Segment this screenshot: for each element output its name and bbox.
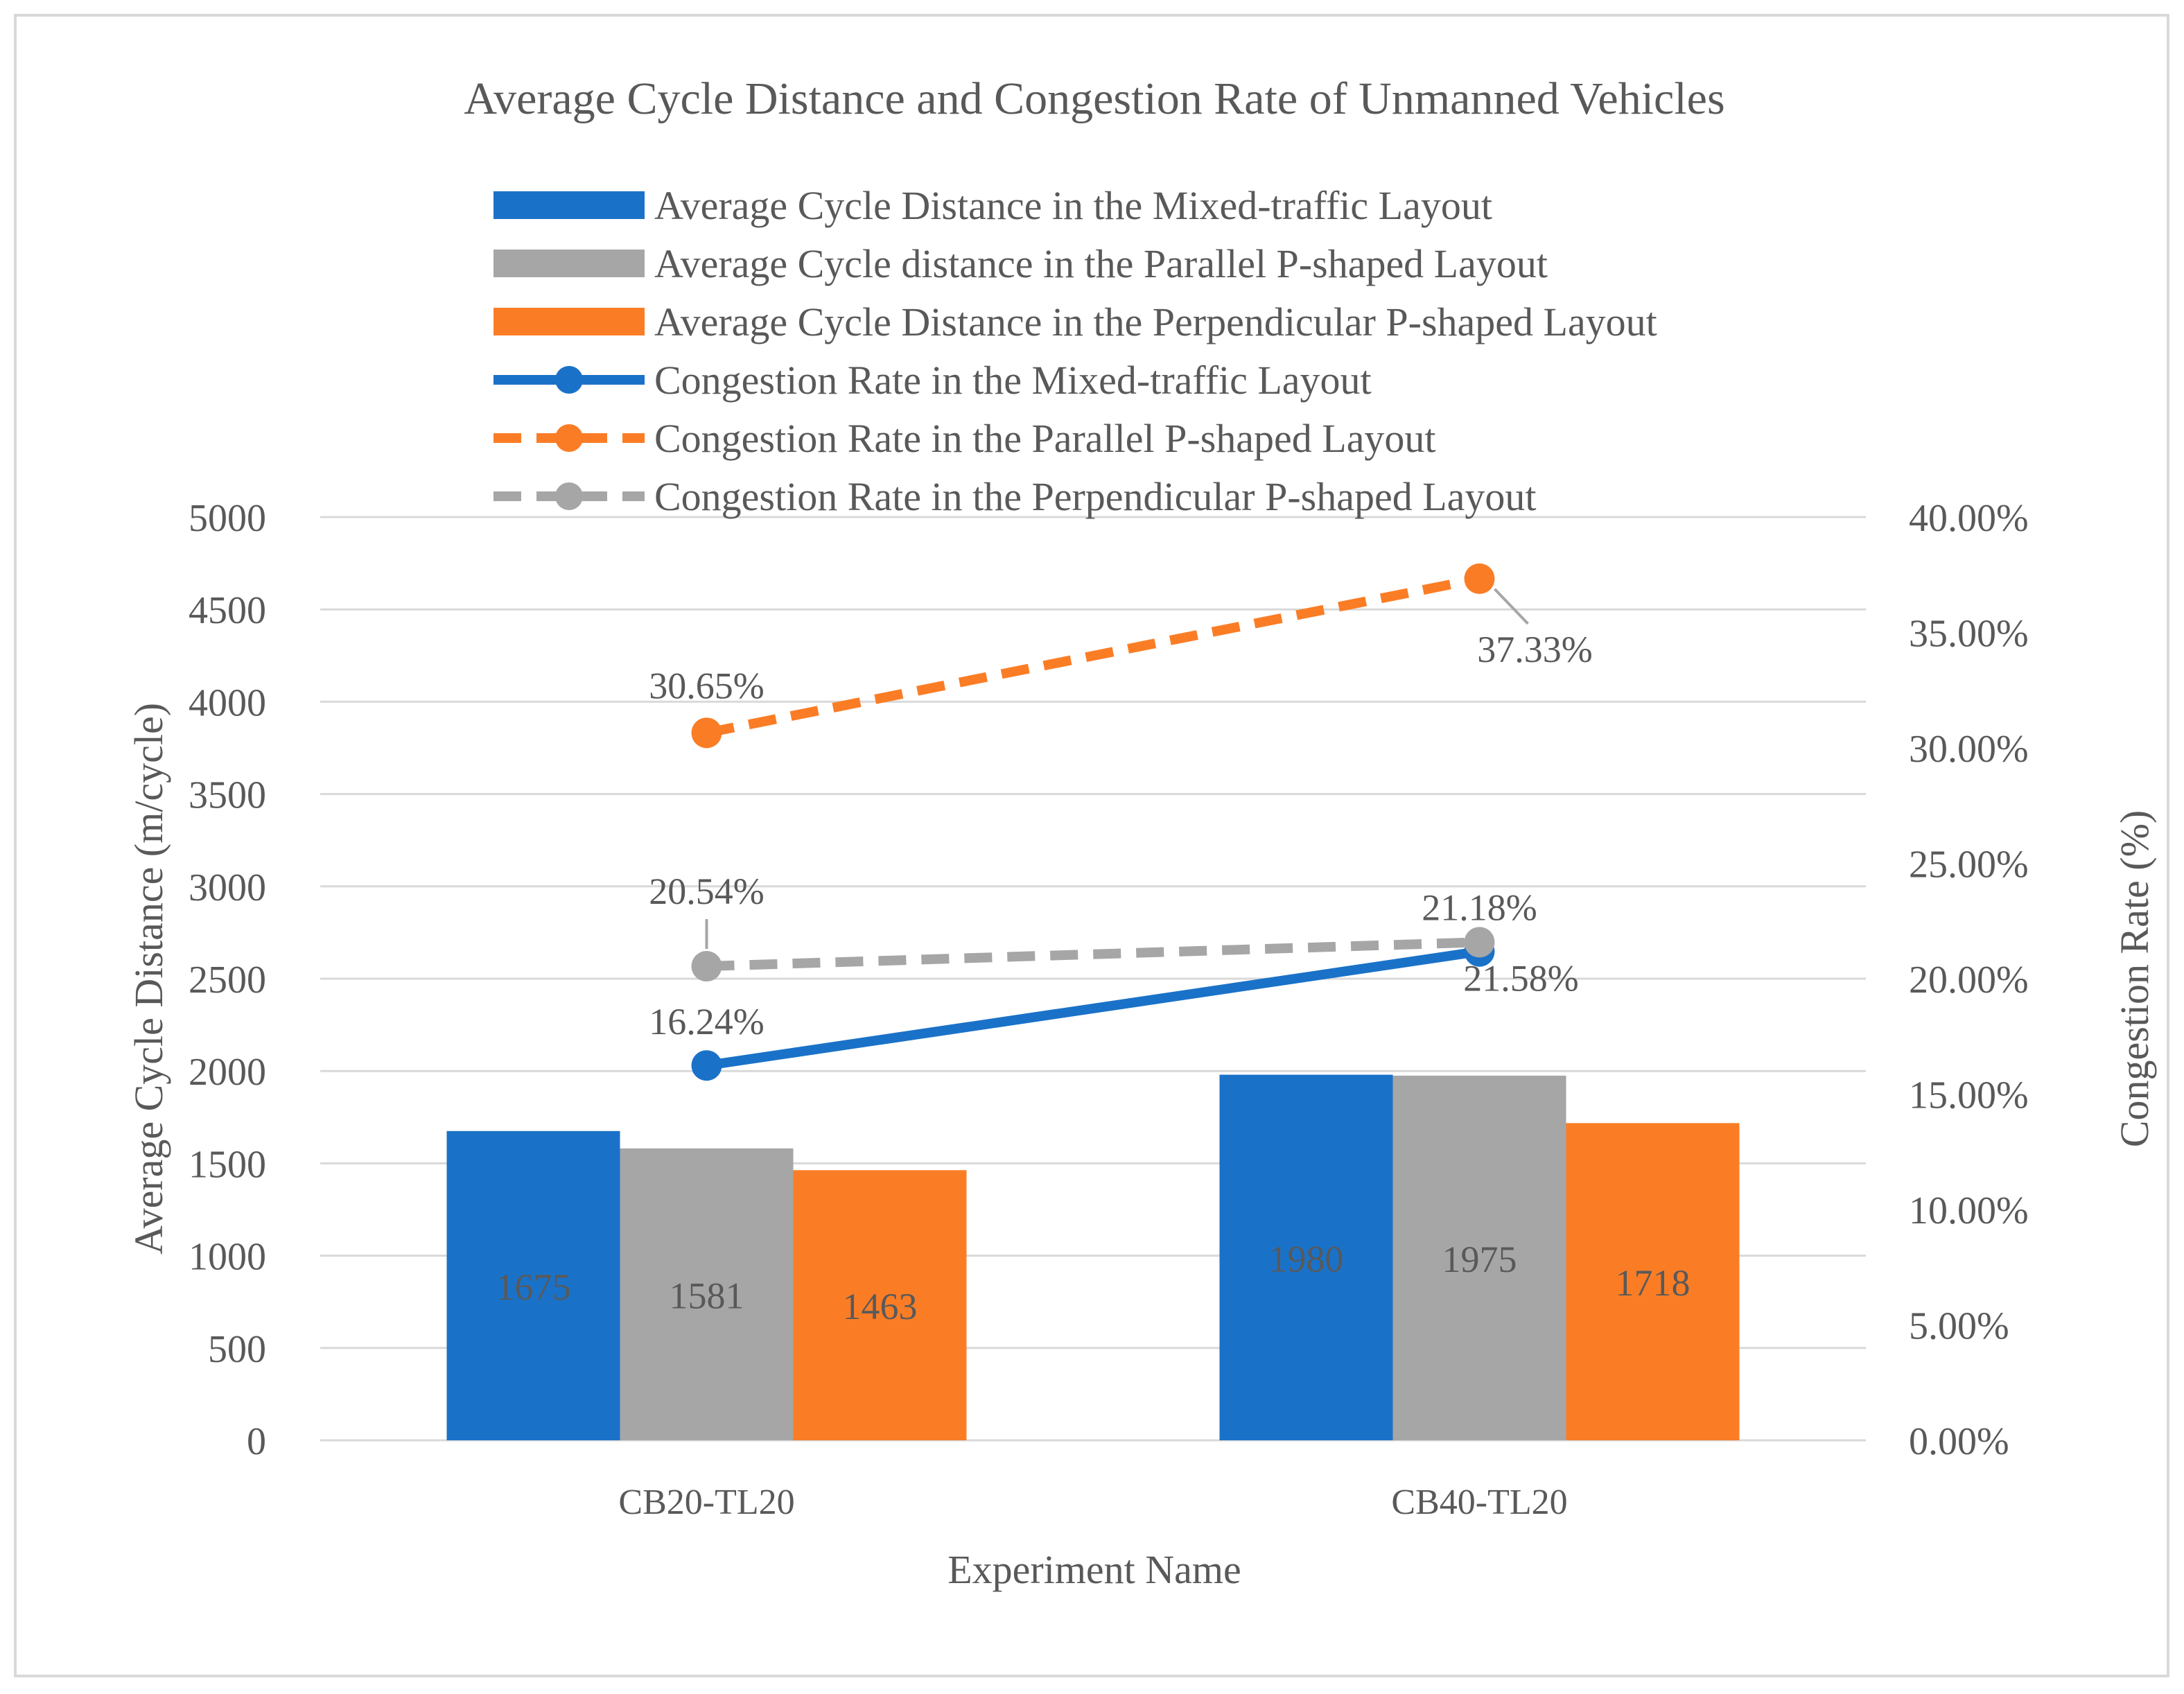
bar-data-label: 1980 [1269, 1238, 1344, 1280]
line-data-label: 20.54% [649, 871, 764, 912]
bar-data-label: 1581 [670, 1275, 744, 1316]
bar-data-label: 1463 [843, 1286, 918, 1327]
bar [1219, 1074, 1393, 1440]
legend-label: Average Cycle Distance in the Mixed-traf… [654, 183, 1492, 228]
y2-tick-label: 15.00% [1909, 1074, 2029, 1117]
line-marker [1464, 927, 1495, 958]
x-tick-label: CB40-TL20 [1391, 1483, 1567, 1522]
line-marker [1464, 563, 1495, 594]
lines [691, 563, 1529, 1081]
legend: Average Cycle Distance in the Mixed-traf… [493, 183, 1657, 519]
bar [793, 1170, 967, 1440]
y2-tick-label: 25.00% [1909, 844, 2029, 887]
y2-tick-label: 40.00% [1909, 497, 2029, 540]
series-line [706, 946, 1480, 1071]
series-line [706, 937, 1480, 972]
x-tick-label: CB20-TL20 [618, 1483, 794, 1522]
y2-axis-title: Congestion Rate (%) [2112, 810, 2157, 1147]
legend-label: Congestion Rate in the Mixed-traffic Lay… [654, 358, 1372, 403]
bar-data-label: 1975 [1442, 1239, 1517, 1280]
labels: Average Cycle Distance and Congestion Ra… [126, 73, 2157, 1592]
y2-tick-label: 0.00% [1909, 1420, 2009, 1463]
legend-label: Average Cycle distance in the Parallel P… [654, 241, 1548, 286]
bar [446, 1130, 620, 1440]
legend-swatch-marker [555, 424, 583, 452]
legend-swatch-bar [493, 191, 645, 219]
y2-tick-label: 5.00% [1909, 1305, 2009, 1348]
legend-label: Congestion Rate in the Parallel P-shaped… [654, 416, 1436, 461]
series-line [706, 574, 1480, 738]
line-marker [691, 1050, 722, 1081]
bar-data-label: 1675 [496, 1266, 571, 1308]
line-data-label: 30.65% [649, 665, 764, 706]
x-axis-title: Experiment Name [947, 1547, 1241, 1592]
y-tick-label: 4000 [189, 681, 266, 724]
bar [620, 1148, 794, 1440]
y-tick-label: 2000 [189, 1051, 266, 1094]
y-tick-label: 3000 [189, 866, 266, 909]
y-tick-label: 4500 [189, 589, 266, 632]
y-tick-label: 1000 [189, 1236, 266, 1279]
bar-data-label: 1718 [1616, 1262, 1691, 1304]
line-data-label: 16.24% [649, 1001, 764, 1042]
y-tick-label: 500 [208, 1328, 266, 1371]
bars [446, 1074, 1740, 1440]
chart-frame: Average Cycle Distance and Congestion Ra… [14, 14, 2169, 1677]
line-marker [691, 951, 722, 982]
label-leader-line [1494, 588, 1529, 625]
y-tick-label: 0 [247, 1420, 266, 1463]
y2-tick-label: 20.00% [1909, 959, 2029, 1002]
legend-swatch-marker [555, 482, 583, 510]
legend-label: Congestion Rate in the Perpendicular P-s… [654, 474, 1537, 519]
y-axis-title: Average Cycle Distance (m/cycle) [126, 703, 171, 1255]
y-tick-label: 2500 [189, 959, 266, 1002]
legend-swatch-marker [555, 366, 583, 394]
combo-chart: Average Cycle Distance and Congestion Ra… [126, 73, 2157, 1592]
chart-title: Average Cycle Distance and Congestion Ra… [464, 73, 1724, 124]
line-data-label: 37.33% [1477, 629, 1592, 670]
y-tick-label: 5000 [189, 497, 266, 540]
y2-tick-label: 10.00% [1909, 1189, 2029, 1232]
y2-tick-label: 30.00% [1909, 728, 2029, 771]
bar [1566, 1123, 1740, 1440]
y2-tick-label: 35.00% [1909, 613, 2029, 656]
line-marker [691, 717, 722, 749]
bar [1392, 1075, 1566, 1440]
legend-label: Average Cycle Distance in the Perpendicu… [654, 299, 1657, 344]
legend-swatch-bar [493, 250, 645, 277]
y-tick-label: 1500 [189, 1143, 266, 1186]
y-tick-label: 3500 [189, 774, 266, 817]
line-data-label: 21.58% [1463, 957, 1578, 999]
legend-swatch-bar [493, 308, 645, 335]
line-data-label: 21.18% [1422, 887, 1537, 929]
